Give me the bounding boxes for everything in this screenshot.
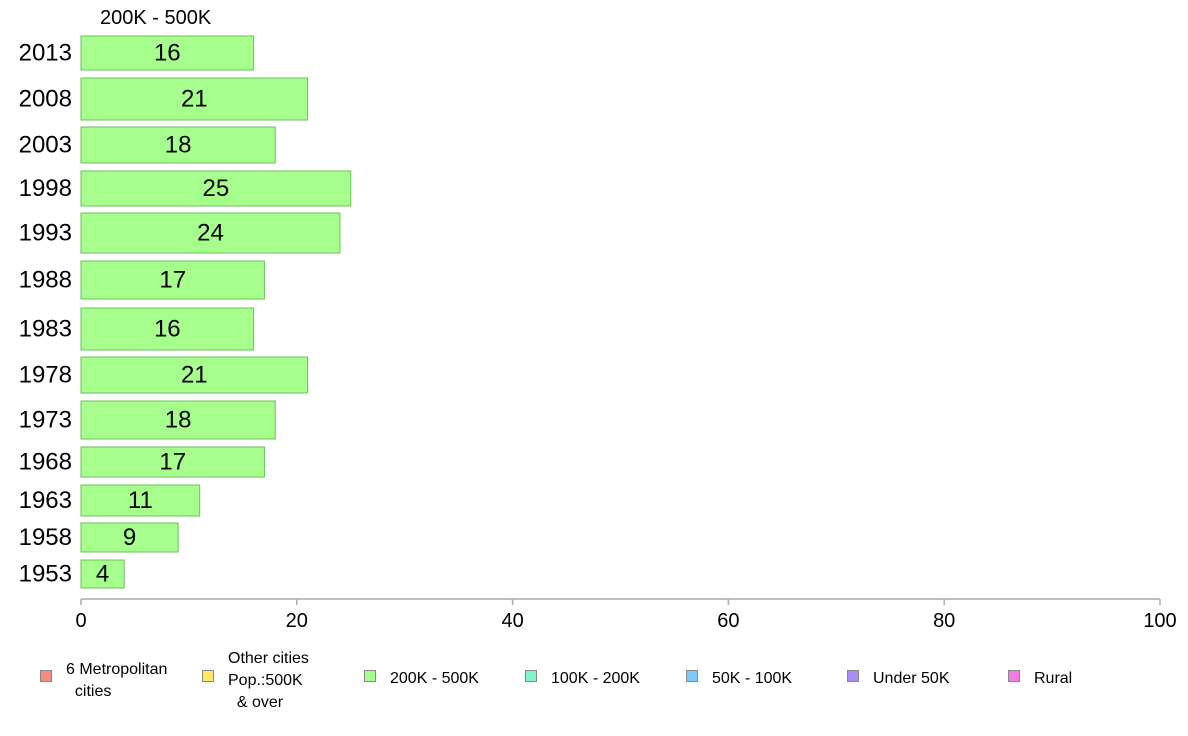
legend-label: 200K - 500K: [390, 670, 479, 687]
bar: [80, 212, 341, 254]
x-tick-label: 80: [933, 610, 955, 632]
x-tick-label: 60: [717, 610, 739, 632]
bar-chart: 2013 16 2008 21 2003 18 1998 25 1993 24 1988 17 1983…: [19, 35, 1177, 632]
bar: [80, 356, 309, 394]
bar: [80, 484, 201, 517]
y-tick-label: 1988: [19, 267, 72, 294]
legend-item-rural: Rural: [1008, 648, 1072, 690]
y-tick-label: 1993: [19, 220, 72, 247]
x-tick-label: 0: [75, 610, 86, 632]
legend-swatch: [364, 670, 376, 682]
legend-label: 6 Metropolitan cities: [66, 661, 168, 700]
legend-label: Other cities Pop.:500K & over: [228, 650, 309, 711]
data-label: 24: [197, 220, 224, 247]
bar: [80, 522, 179, 553]
data-label: 17: [159, 267, 186, 294]
legend-item-under-50k: Under 50K: [847, 648, 950, 690]
bar: [80, 77, 309, 121]
y-tick-label: 1968: [19, 449, 72, 476]
y-tick-label: 1963: [19, 487, 72, 514]
legend-label: Under 50K: [873, 670, 950, 687]
bar: [80, 307, 255, 351]
y-tick-label: 2013: [19, 40, 72, 67]
legend-label: 50K - 100K: [712, 670, 793, 687]
y-tick-label: 1958: [19, 524, 72, 551]
legend-item-other-cities: Other cities Pop.:500K & over: [202, 648, 309, 714]
data-label: 21: [181, 86, 208, 113]
data-label: 11: [128, 487, 153, 514]
chart-title: 200K - 500K: [100, 7, 212, 29]
legend-label: 100K - 200K: [551, 670, 640, 687]
x-tick-label: 100: [1143, 610, 1176, 632]
legend-swatch: [202, 670, 214, 682]
y-tick-label: 1998: [19, 175, 72, 202]
y-tick-label: 1953: [19, 561, 72, 588]
legend-swatch: [525, 670, 537, 682]
bar: [80, 170, 352, 207]
bar: [80, 400, 276, 440]
data-label: 21: [181, 362, 208, 389]
legend-swatch: [686, 670, 698, 682]
legend-item-50k-100k: 50K - 100K: [686, 648, 792, 690]
y-tick-label: 2003: [19, 132, 72, 159]
y-tick-label: 2008: [19, 86, 72, 113]
data-label: 16: [154, 316, 181, 343]
legend: 6 Metropolitan cities Other cities Pop.:…: [0, 648, 1188, 728]
y-tick-label: 1978: [19, 362, 72, 389]
legend-item-100k-200k: 100K - 200K: [525, 648, 640, 690]
legend-swatch: [40, 670, 52, 682]
bar: [80, 260, 265, 300]
legend-swatch: [1008, 670, 1020, 682]
y-tick-label: 1973: [19, 407, 72, 434]
bar: [80, 35, 255, 71]
x-tick-label: 20: [286, 610, 308, 632]
bar: [80, 559, 125, 589]
data-label: 4: [96, 561, 109, 588]
legend-swatch: [847, 670, 859, 682]
bar: [80, 446, 265, 478]
data-label: 18: [165, 407, 192, 434]
data-label: 18: [165, 132, 192, 159]
data-label: 16: [154, 40, 181, 67]
data-label: 17: [159, 449, 186, 476]
legend-label: Rural: [1034, 670, 1073, 687]
data-label: 9: [123, 524, 136, 551]
legend-item-metropolitan: 6 Metropolitan cities: [40, 648, 167, 703]
x-tick-label: 40: [501, 610, 523, 632]
legend-item-200k-500k: 200K - 500K: [364, 648, 479, 690]
data-label: 25: [203, 175, 230, 202]
bar: [80, 126, 276, 164]
y-tick-label: 1983: [19, 316, 72, 343]
